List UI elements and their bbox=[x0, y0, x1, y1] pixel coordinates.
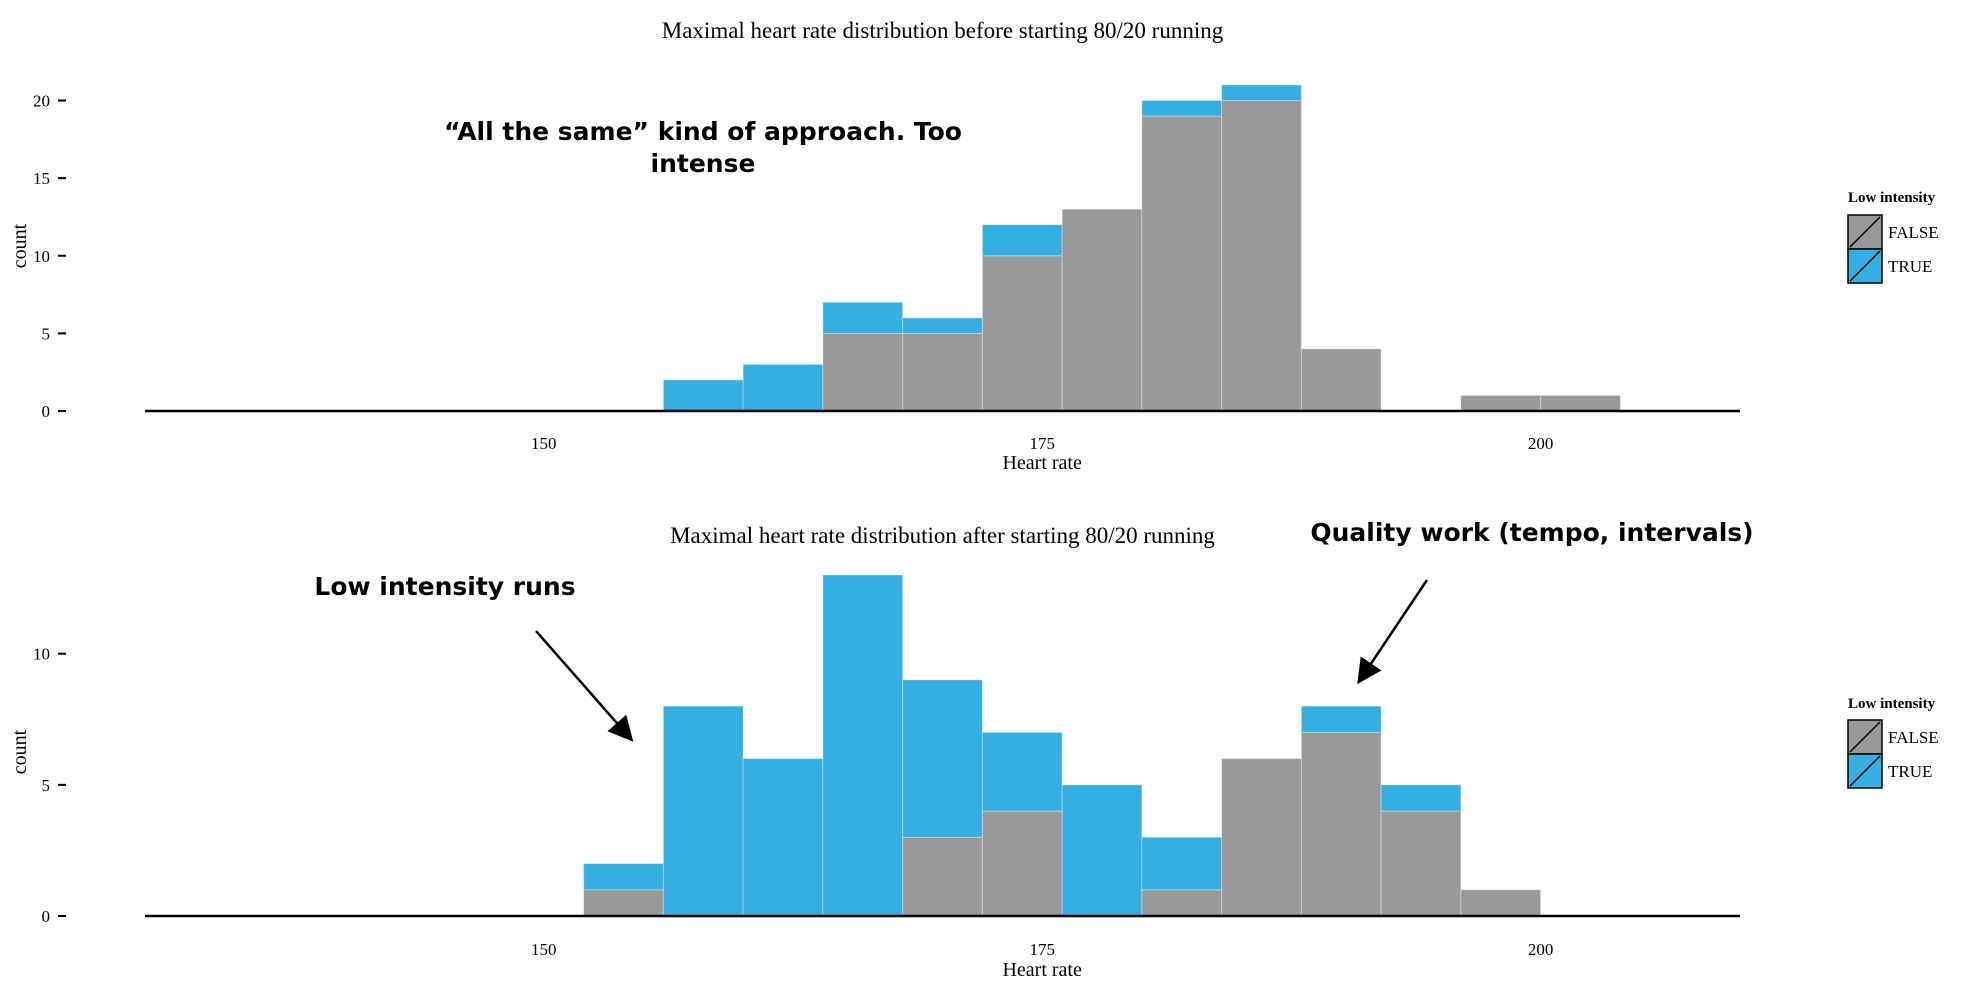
x-tick-label: 200 bbox=[1528, 940, 1554, 959]
x-tick-label: 175 bbox=[1029, 940, 1055, 959]
y-tick-label: 0 bbox=[42, 402, 51, 421]
chart-panel-1: Maximal heart rate distribution before s… bbox=[9, 18, 1939, 474]
bar-true bbox=[902, 317, 983, 334]
bar-true bbox=[583, 863, 664, 891]
bar-true bbox=[822, 574, 904, 917]
legend: Low intensity FALSE TRUE bbox=[1847, 190, 1939, 284]
bar-false bbox=[902, 332, 983, 412]
x-tick-label: 200 bbox=[1528, 434, 1554, 453]
bar-true bbox=[742, 363, 824, 412]
legend-swatch-diagonal bbox=[1849, 216, 1881, 248]
legend: Low intensity FALSE TRUE bbox=[1847, 696, 1939, 789]
annotation-text: intense bbox=[651, 149, 756, 178]
quality-work-arrow bbox=[1357, 579, 1429, 685]
bar-true bbox=[1221, 84, 1302, 102]
y-tick-label: 5 bbox=[42, 776, 51, 795]
legend-label-true: TRUE bbox=[1888, 257, 1932, 276]
y-tick-label: 10 bbox=[33, 247, 50, 266]
bar-false bbox=[981, 810, 1063, 917]
y-tick-label: 10 bbox=[33, 645, 50, 664]
y-axis-label: count bbox=[9, 223, 31, 268]
annotation-text: “All the same” kind of approach. Too bbox=[444, 117, 962, 146]
bar-true bbox=[1300, 705, 1382, 733]
legend-label-true: TRUE bbox=[1888, 762, 1932, 781]
legend-swatch-diagonal bbox=[1849, 250, 1881, 282]
chart-title: Maximal heart rate distribution before s… bbox=[662, 18, 1224, 43]
y-tick-label: 15 bbox=[33, 169, 50, 188]
bar-false bbox=[1300, 348, 1382, 412]
bar-false bbox=[1221, 100, 1302, 412]
bar-true bbox=[662, 705, 744, 917]
low-intensity-arrow bbox=[535, 630, 634, 742]
legend-title: Low intensity bbox=[1848, 190, 1936, 206]
bar-true bbox=[981, 224, 1063, 257]
chart-title: Maximal heart rate distribution after st… bbox=[670, 523, 1215, 548]
y-tick-label: 5 bbox=[42, 324, 51, 343]
annotation-text: Quality work (tempo, intervals) bbox=[1310, 518, 1753, 547]
bar-true bbox=[902, 679, 983, 838]
bar-false bbox=[1380, 810, 1462, 917]
x-tick-label: 175 bbox=[1029, 434, 1055, 453]
legend-label-false: FALSE bbox=[1888, 223, 1939, 242]
y-tick-label: 20 bbox=[33, 92, 50, 111]
y-axis-label: count bbox=[9, 729, 31, 774]
bar-false bbox=[1300, 731, 1382, 917]
bar-false bbox=[1460, 889, 1542, 917]
bar-false bbox=[1221, 758, 1302, 917]
x-axis-label: Heart rate bbox=[1002, 452, 1082, 474]
bar-true bbox=[742, 758, 824, 917]
bar-false bbox=[1141, 889, 1223, 917]
bar-false bbox=[583, 889, 664, 917]
bar-true bbox=[1061, 784, 1143, 917]
legend-label-false: FALSE bbox=[1888, 728, 1939, 747]
bar-false bbox=[902, 836, 983, 917]
bar-false bbox=[822, 332, 904, 412]
x-axis-label: Heart rate bbox=[1002, 959, 1082, 981]
bar-true bbox=[662, 379, 744, 412]
legend-swatch-diagonal bbox=[1849, 721, 1881, 753]
bar-false bbox=[1460, 394, 1542, 412]
chart-panel-2: Maximal heart rate distribution after st… bbox=[9, 518, 1939, 981]
bar-true bbox=[1380, 784, 1462, 812]
x-tick-label: 150 bbox=[531, 940, 557, 959]
x-tick-label: 150 bbox=[531, 434, 557, 453]
bar-true bbox=[1141, 836, 1223, 891]
bar-true bbox=[1141, 100, 1223, 117]
bar-false bbox=[1141, 115, 1223, 412]
bar-true bbox=[822, 301, 904, 334]
y-tick-label: 0 bbox=[42, 907, 51, 926]
bar-false bbox=[981, 255, 1063, 412]
bar-true bbox=[981, 731, 1063, 812]
legend-title: Low intensity bbox=[1848, 696, 1936, 712]
bar-false bbox=[1061, 208, 1143, 412]
annotation-text: Low intensity runs bbox=[314, 572, 575, 601]
bar-false bbox=[1540, 394, 1621, 412]
legend-swatch-diagonal bbox=[1849, 755, 1881, 787]
